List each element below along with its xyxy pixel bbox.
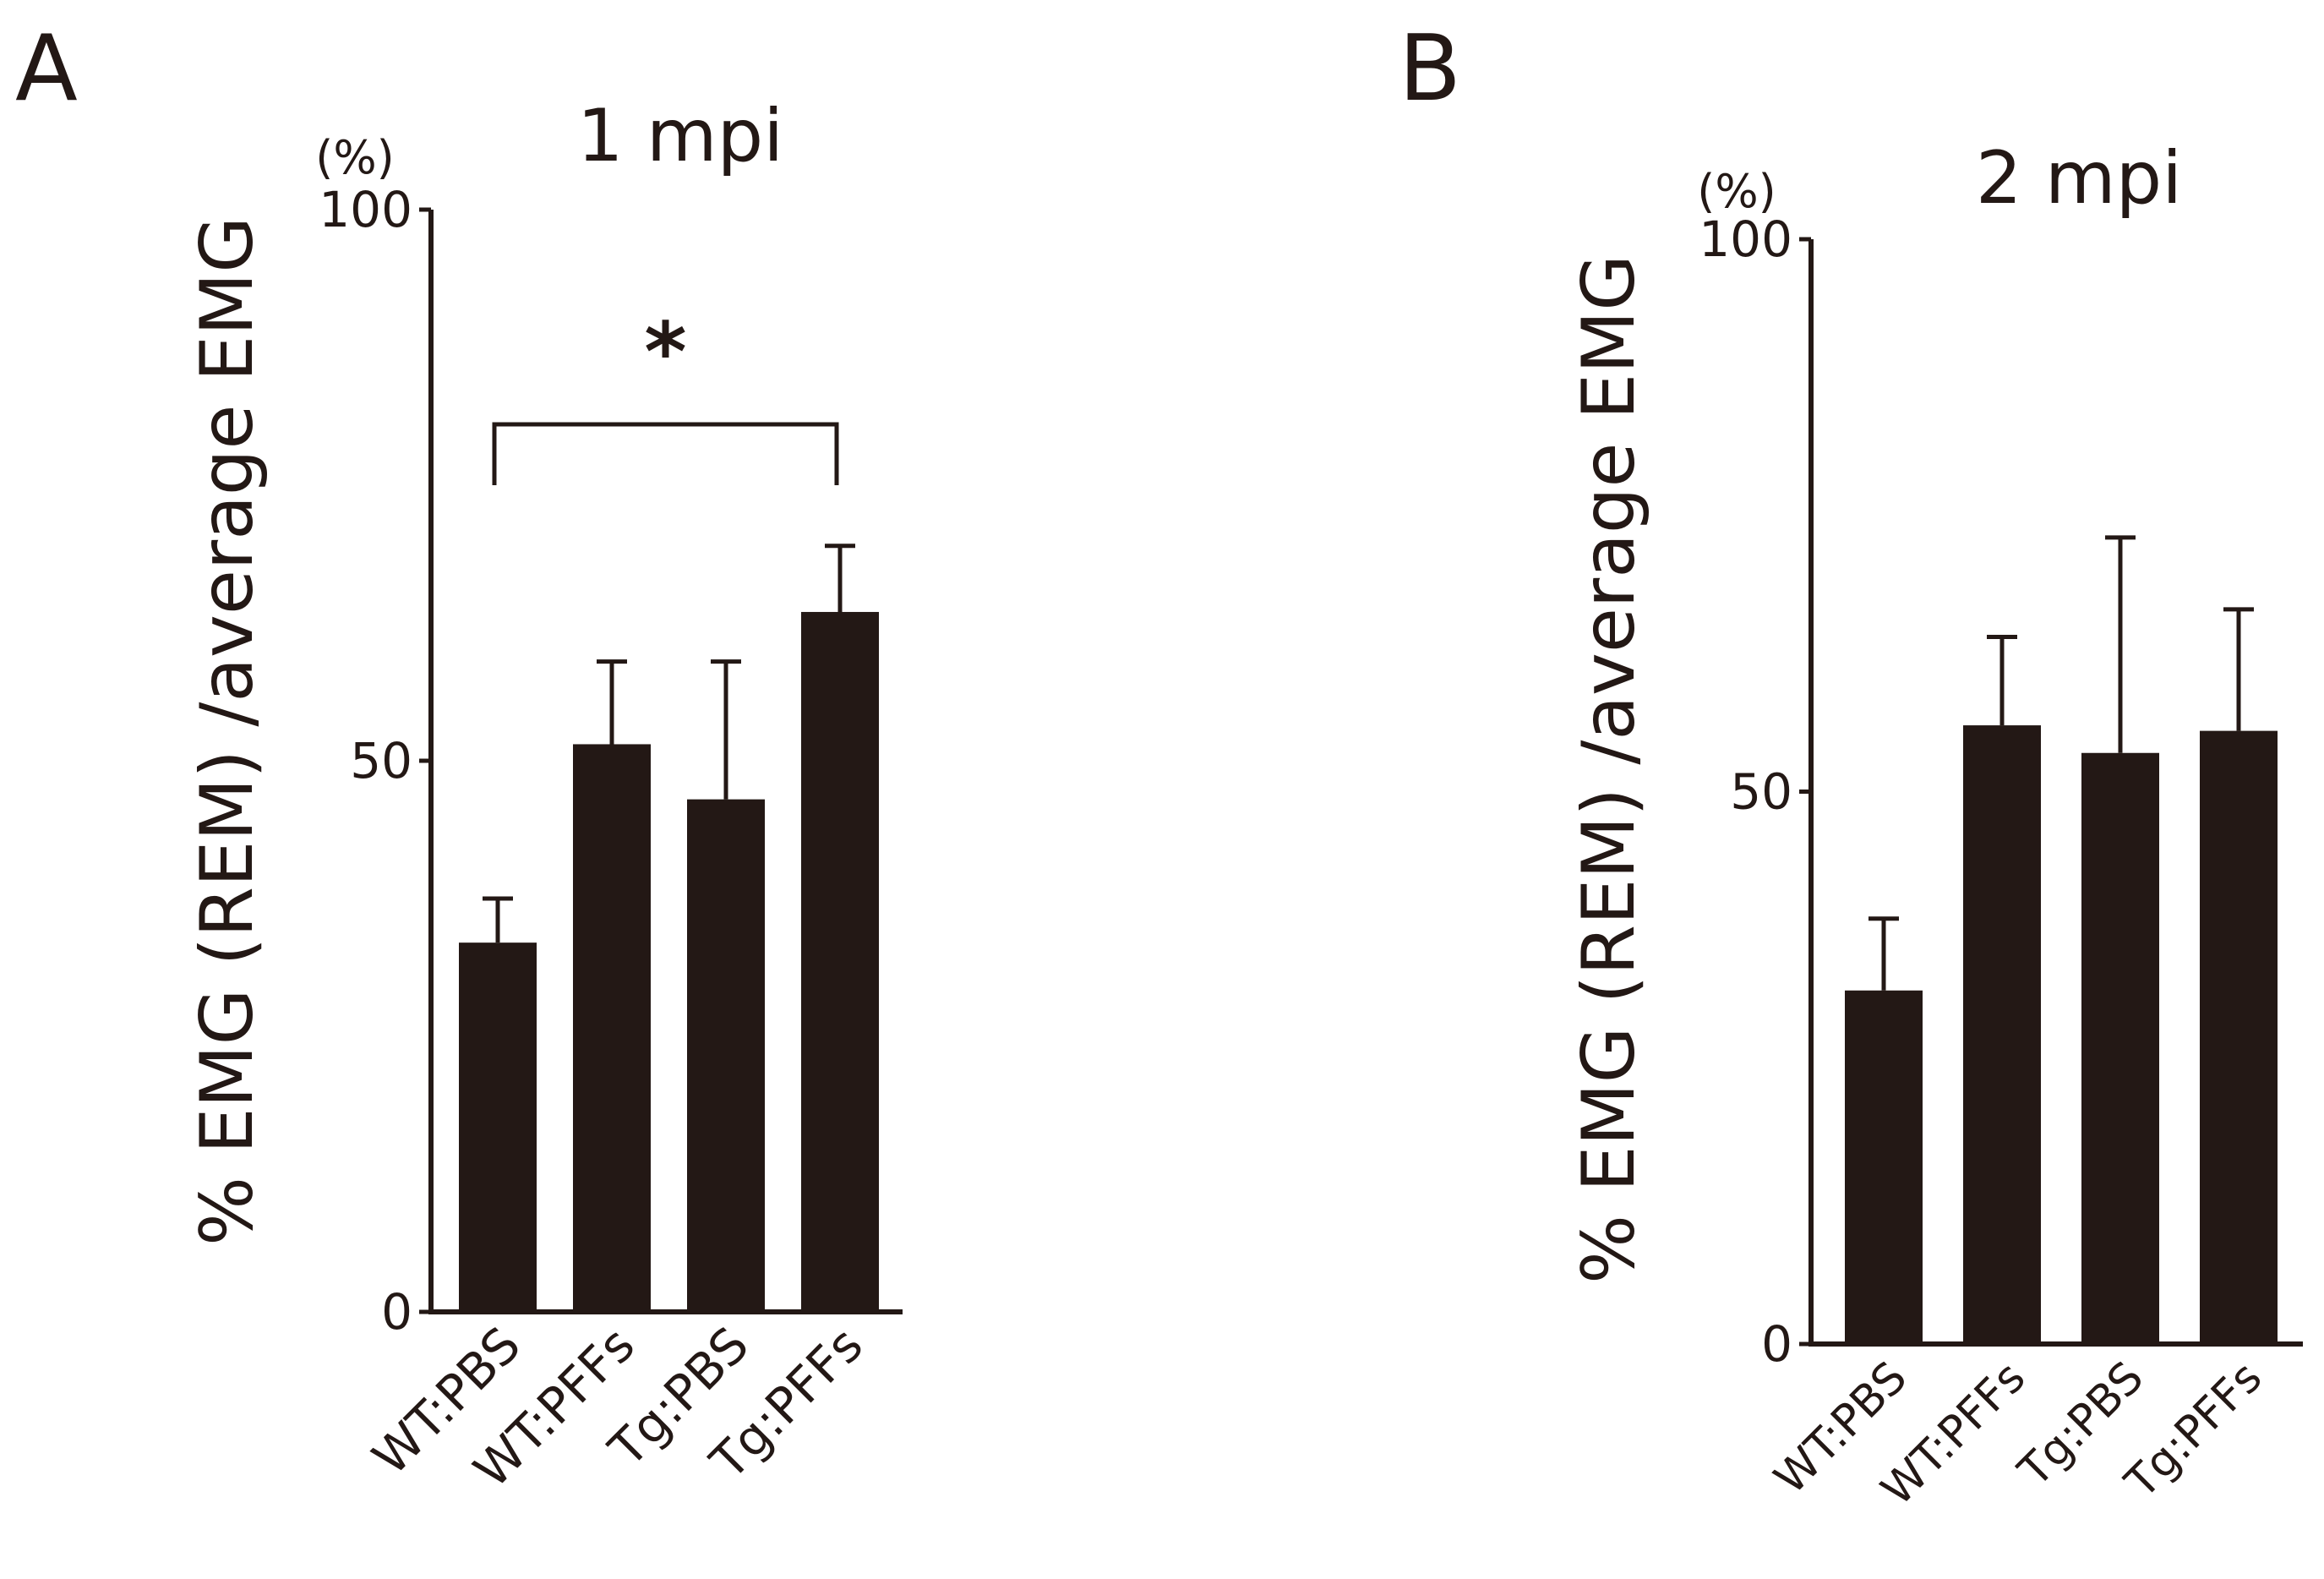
y-axis-label-a: % EMG (REM) /average EMG [185, 216, 270, 1246]
y-unit-label-a: (%) [315, 131, 394, 184]
bar-wt-pffs [573, 744, 651, 1312]
bar-tg-pffs [2200, 730, 2278, 1344]
y-axis-label-b: % EMG (REM) /average EMG [1567, 254, 1651, 1284]
y-tick-label: 100 [319, 181, 412, 238]
panel-label-b: B [1399, 16, 1461, 122]
chart-title-a: 1 mpi [577, 94, 783, 178]
bar-wt-pffs [1963, 725, 2041, 1344]
panel-b: B 2 mpi (%) % EMG (REM) /average EMG 0 50… [1399, 16, 2303, 1516]
bar-wt-pbs [1845, 990, 1923, 1344]
y-tick-label: 50 [350, 732, 412, 790]
y-tick-label: 100 [1699, 210, 1792, 268]
significance-bracket [492, 422, 839, 485]
y-tick-label: 50 [1730, 763, 1792, 821]
significance-star: * [644, 305, 686, 400]
bar-wt-pbs [459, 942, 537, 1312]
bar-tg-pffs [801, 611, 879, 1312]
bar-tg-pbs [687, 799, 765, 1312]
chart-title-b: 2 mpi [1976, 136, 2182, 221]
y-unit-label-b: (%) [1697, 165, 1776, 218]
panel-label-a: A [15, 16, 78, 122]
bar-tg-pbs [2081, 752, 2159, 1344]
y-tick-label: 0 [381, 1283, 412, 1341]
y-tick-label: 0 [1761, 1315, 1792, 1373]
panel-a: A 1 mpi (%) % EMG (REM) /average EMG 0 50… [15, 16, 903, 1499]
